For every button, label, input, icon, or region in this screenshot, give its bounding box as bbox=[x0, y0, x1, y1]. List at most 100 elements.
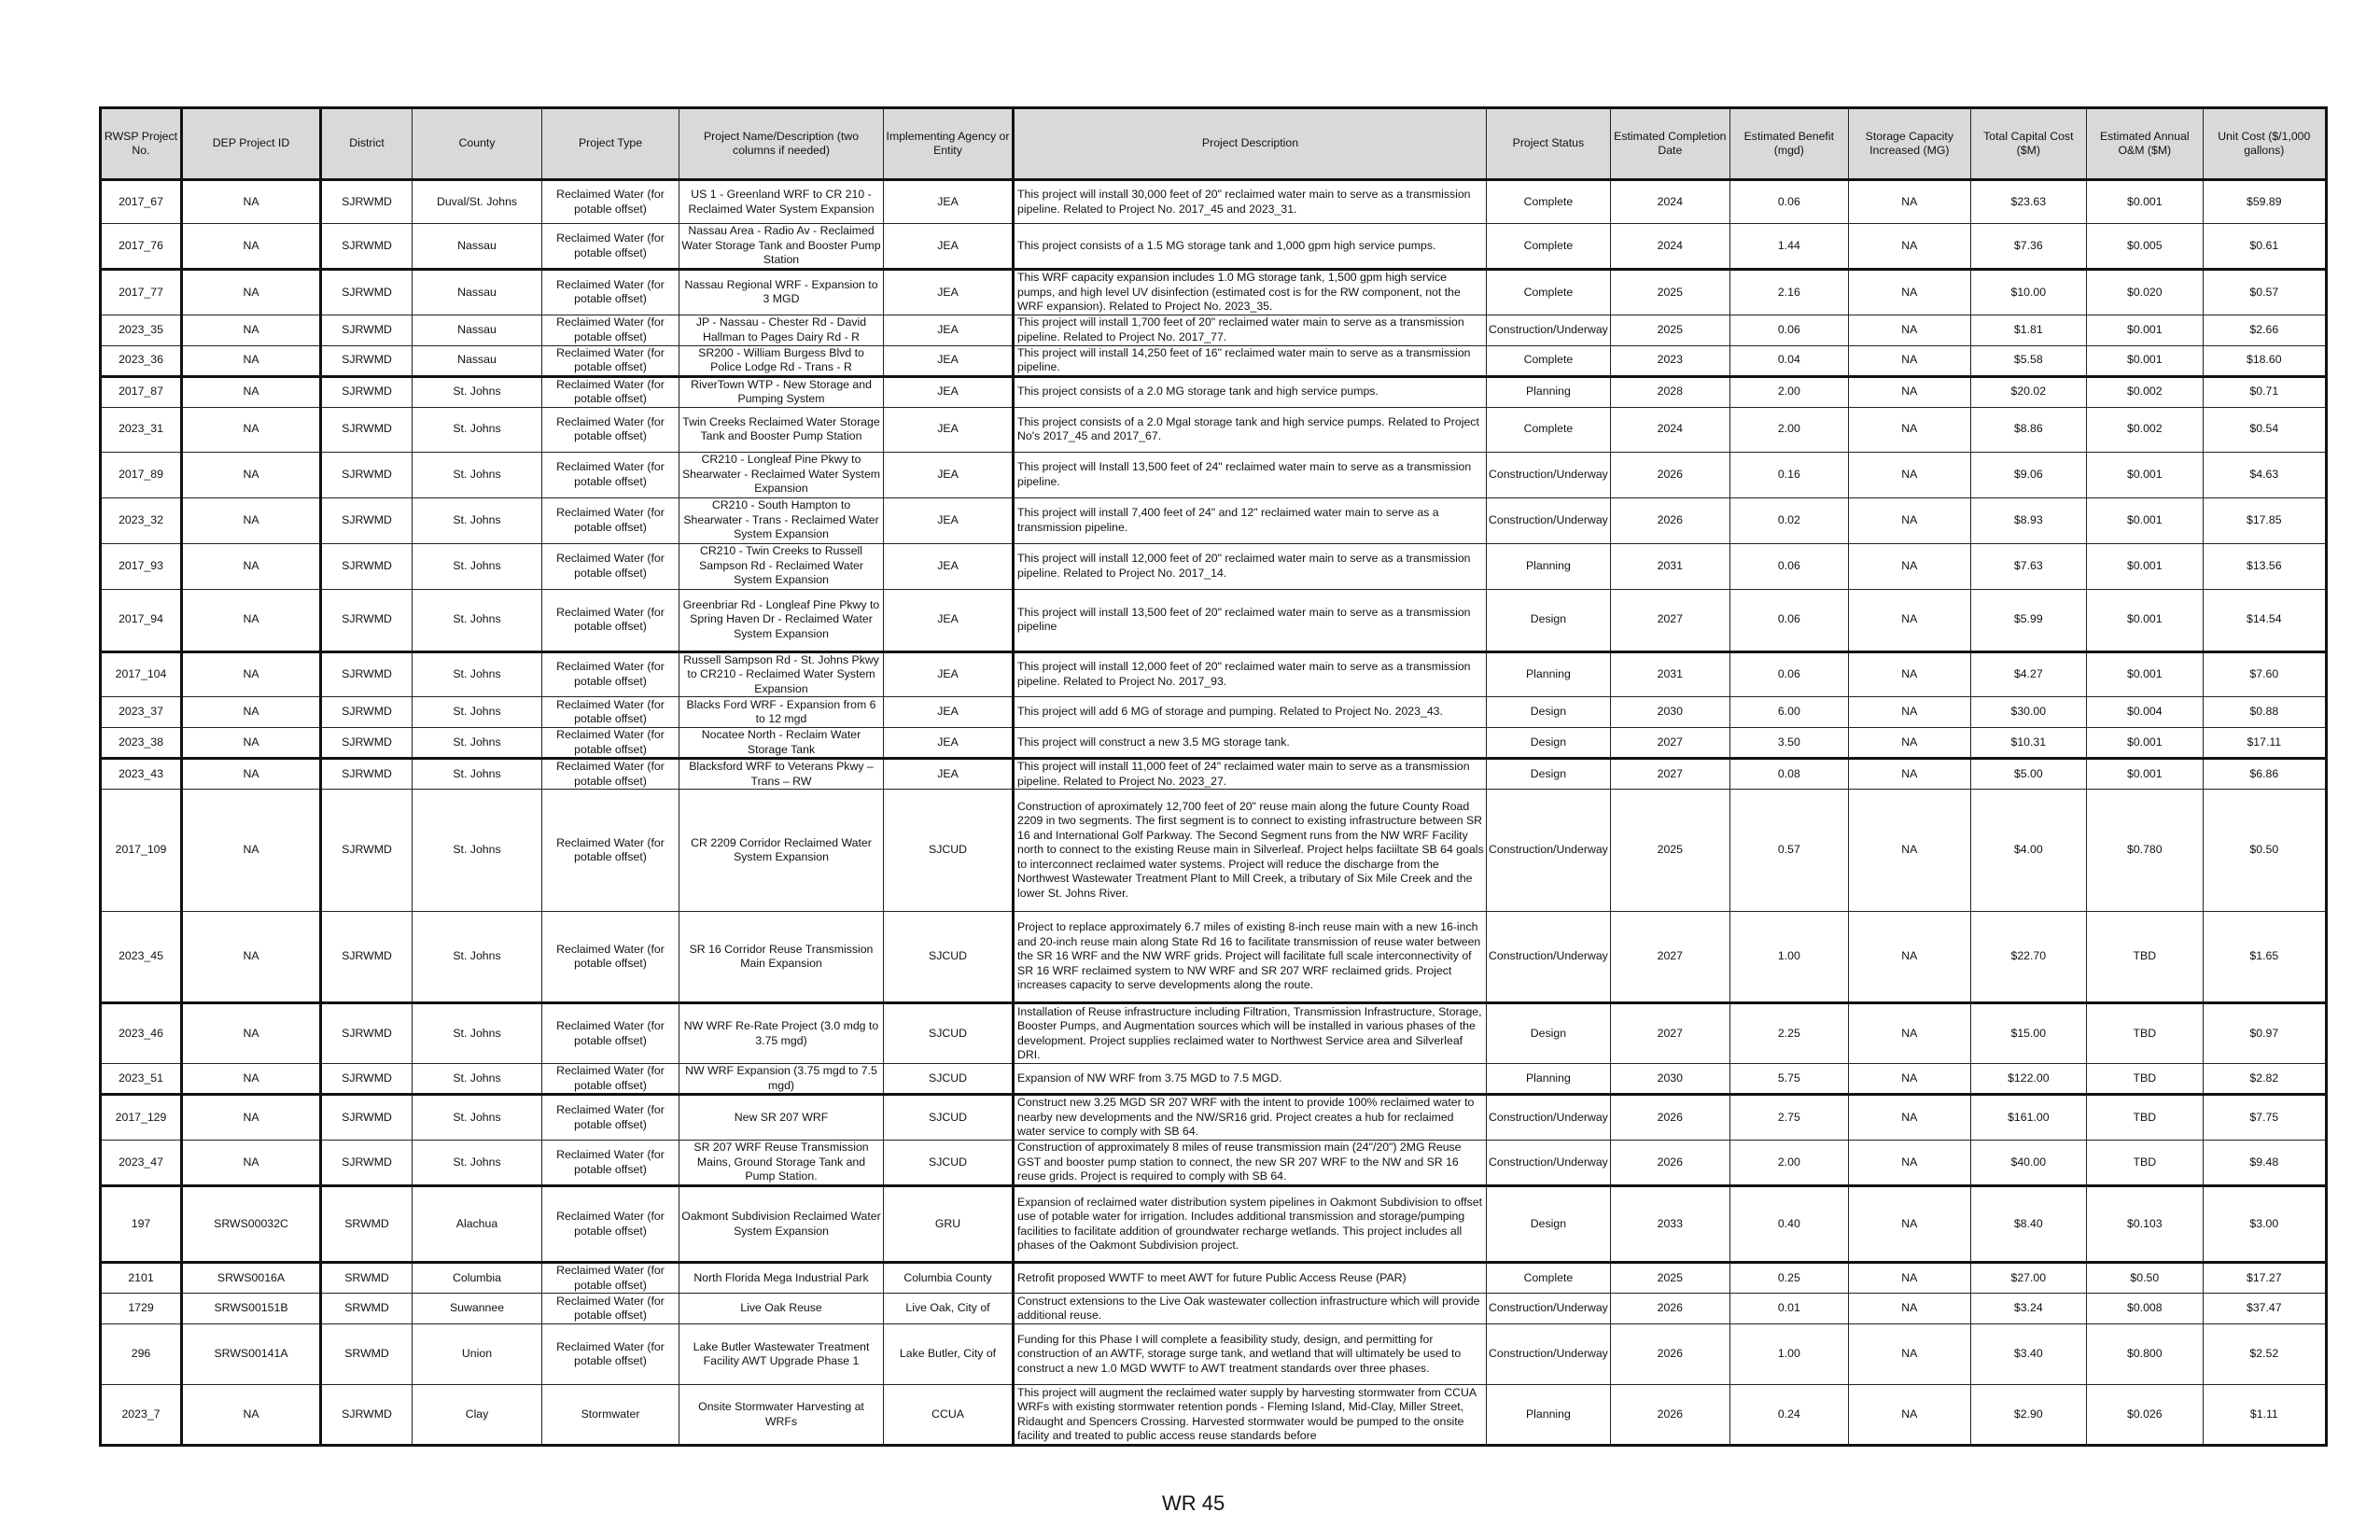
cell-status: Construction/Underway bbox=[1486, 1293, 1611, 1324]
cell-om-cost: TBD bbox=[2085, 1140, 2204, 1187]
cell-description: Installation of Reuse infrastructure inc… bbox=[1013, 1002, 1487, 1064]
cell-storage: NA bbox=[1847, 1094, 1971, 1141]
cell-district: SJRWMD bbox=[320, 314, 413, 346]
cell-om-cost: $0.002 bbox=[2085, 375, 2204, 408]
cell-district: SJRWMD bbox=[320, 1384, 413, 1446]
cell-dep-id: NA bbox=[181, 406, 322, 453]
cell-description: This project will install 13,500 feet of… bbox=[1013, 588, 1487, 653]
cell-project-name: Nocatee North - Reclaim Water Storage Ta… bbox=[679, 727, 884, 760]
table-row: 2101 SRWS0016A SRWMD Columbia Reclaimed Wate… bbox=[100, 1262, 2327, 1294]
cell-capital-cost: $10.31 bbox=[1969, 727, 2087, 760]
cell-status: Design bbox=[1486, 588, 1611, 653]
table-row: 2017_104 NA SJRWMD St. Johns Reclaimed Water… bbox=[100, 651, 2327, 697]
cell-description: Funding for this Phase I will complete a… bbox=[1013, 1323, 1487, 1385]
cell-agency: GRU bbox=[883, 1185, 1015, 1264]
cell-agency: Live Oak, City of bbox=[883, 1293, 1015, 1324]
cell-om-cost: $0.026 bbox=[2085, 1384, 2204, 1446]
cell-status: Construction/Underway bbox=[1486, 451, 1611, 498]
cell-project-type: Reclaimed Water (for potable offset) bbox=[541, 406, 679, 453]
cell-agency: JEA bbox=[883, 758, 1015, 790]
cell-capital-cost: $23.63 bbox=[1969, 179, 2087, 224]
cell-county: St. Johns bbox=[412, 696, 542, 728]
cell-om-cost: $0.50 bbox=[2085, 1262, 2204, 1294]
cell-unit-cost: $17.85 bbox=[2202, 497, 2327, 544]
cell-rwsp-no: 2017_77 bbox=[100, 269, 183, 315]
cell-county: St. Johns bbox=[412, 758, 542, 790]
cell-project-name: Onsite Stormwater Harvesting at WRFs bbox=[679, 1384, 884, 1446]
cell-agency: SJCUD bbox=[883, 789, 1015, 912]
header-project-name: Project Name/Description (two columns if… bbox=[679, 107, 884, 180]
cell-status: Complete bbox=[1486, 223, 1611, 271]
cell-rwsp-no: 2023_36 bbox=[100, 344, 183, 378]
cell-capital-cost: $3.40 bbox=[1969, 1323, 2087, 1385]
cell-benefit: 1.44 bbox=[1729, 223, 1849, 271]
cell-project-type: Reclaimed Water (for potable offset) bbox=[541, 789, 679, 912]
table-row: 2017_94 NA SJRWMD St. Johns Reclaimed Water … bbox=[100, 588, 2327, 653]
cell-capital-cost: $7.36 bbox=[1969, 223, 2087, 271]
cell-storage: NA bbox=[1847, 1063, 1971, 1096]
cell-capital-cost: $30.00 bbox=[1969, 696, 2087, 728]
cell-benefit: 0.24 bbox=[1729, 1384, 1849, 1446]
cell-completion-date: 2028 bbox=[1609, 375, 1730, 408]
cell-project-name: North Florida Mega Industrial Park bbox=[679, 1262, 884, 1294]
cell-description: Project to replace approximately 6.7 mil… bbox=[1013, 911, 1487, 1004]
header-district: District bbox=[320, 107, 413, 180]
cell-project-type: Reclaimed Water (for potable offset) bbox=[541, 314, 679, 346]
cell-agency: Lake Butler, City of bbox=[883, 1323, 1015, 1385]
cell-project-name: NW WRF Re-Rate Project (3.0 mdg to 3.75 … bbox=[679, 1002, 884, 1064]
cell-completion-date: 2024 bbox=[1609, 223, 1730, 271]
table-row: 2023_43 NA SJRWMD St. Johns Reclaimed Water … bbox=[100, 758, 2327, 790]
cell-status: Construction/Underway bbox=[1486, 497, 1611, 544]
cell-benefit: 0.16 bbox=[1729, 451, 1849, 498]
page-number: WR 45 bbox=[1162, 1491, 1225, 1515]
cell-storage: NA bbox=[1847, 758, 1971, 790]
cell-rwsp-no: 2023_45 bbox=[100, 911, 183, 1004]
cell-dep-id: NA bbox=[181, 223, 322, 271]
cell-agency: SJCUD bbox=[883, 1063, 1015, 1096]
cell-benefit: 0.06 bbox=[1729, 542, 1849, 590]
cell-capital-cost: $27.00 bbox=[1969, 1262, 2087, 1294]
cell-om-cost: $0.001 bbox=[2085, 314, 2204, 346]
cell-project-type: Reclaimed Water (for potable offset) bbox=[541, 451, 679, 498]
cell-completion-date: 2026 bbox=[1609, 451, 1730, 498]
cell-district: SJRWMD bbox=[320, 223, 413, 271]
cell-district: SRWMD bbox=[320, 1293, 413, 1324]
cell-benefit: 0.25 bbox=[1729, 1262, 1849, 1294]
cell-benefit: 0.40 bbox=[1729, 1185, 1849, 1264]
cell-capital-cost: $40.00 bbox=[1969, 1140, 2087, 1187]
cell-benefit: 0.08 bbox=[1729, 758, 1849, 790]
cell-agency: CCUA bbox=[883, 1384, 1015, 1446]
cell-om-cost: $0.001 bbox=[2085, 542, 2204, 590]
cell-completion-date: 2023 bbox=[1609, 344, 1730, 378]
cell-dep-id: NA bbox=[181, 314, 322, 346]
cell-benefit: 3.50 bbox=[1729, 727, 1849, 760]
cell-dep-id: NA bbox=[181, 1002, 322, 1064]
cell-storage: NA bbox=[1847, 406, 1971, 453]
cell-project-type: Reclaimed Water (for potable offset) bbox=[541, 1063, 679, 1096]
cell-storage: NA bbox=[1847, 344, 1971, 378]
cell-benefit: 2.75 bbox=[1729, 1094, 1849, 1141]
cell-county: Union bbox=[412, 1323, 542, 1385]
cell-unit-cost: $0.97 bbox=[2202, 1002, 2327, 1064]
cell-project-name: Blacksford WRF to Veterans Pkwy – Trans … bbox=[679, 758, 884, 790]
cell-description: Construction of aproximately 12,700 feet… bbox=[1013, 789, 1487, 912]
cell-capital-cost: $20.02 bbox=[1969, 375, 2087, 408]
cell-capital-cost: $161.00 bbox=[1969, 1094, 2087, 1141]
cell-district: SRWMD bbox=[320, 1323, 413, 1385]
cell-rwsp-no: 1729 bbox=[100, 1293, 183, 1324]
cell-project-type: Reclaimed Water (for potable offset) bbox=[541, 588, 679, 653]
cell-county: St. Johns bbox=[412, 727, 542, 760]
cell-county: St. Johns bbox=[412, 1063, 542, 1096]
cell-dep-id: NA bbox=[181, 375, 322, 408]
cell-unit-cost: $7.75 bbox=[2202, 1094, 2327, 1141]
cell-rwsp-no: 2023_46 bbox=[100, 1002, 183, 1064]
cell-completion-date: 2024 bbox=[1609, 406, 1730, 453]
cell-unit-cost: $1.65 bbox=[2202, 911, 2327, 1004]
cell-completion-date: 2026 bbox=[1609, 1293, 1730, 1324]
cell-storage: NA bbox=[1847, 911, 1971, 1004]
cell-county: St. Johns bbox=[412, 542, 542, 590]
cell-dep-id: NA bbox=[181, 179, 322, 224]
cell-status: Complete bbox=[1486, 406, 1611, 453]
cell-dep-id: NA bbox=[181, 1140, 322, 1187]
cell-dep-id: SRWS0016A bbox=[181, 1262, 322, 1294]
